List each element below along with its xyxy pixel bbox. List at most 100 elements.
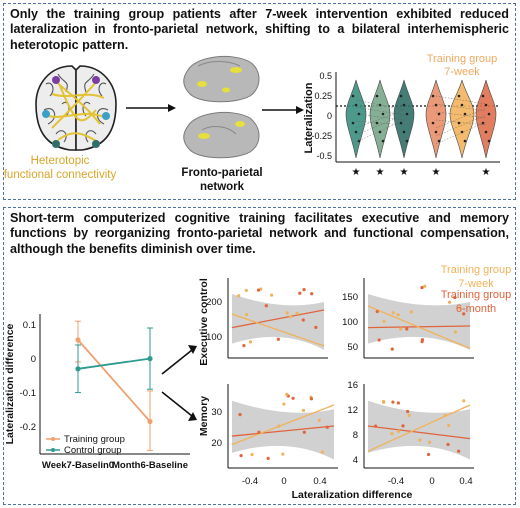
violin-point: [351, 94, 355, 98]
line-chart: 0.1 0 -0.1 -0.2 Lateralization differenc…: [4, 314, 190, 471]
scatter-ytick: 100: [206, 332, 222, 343]
fit-line-6month: [231, 425, 335, 437]
violin-point: [354, 103, 358, 107]
line-ytick: -0.1: [20, 388, 36, 399]
scatter-point: [298, 291, 302, 295]
top-heading: Only the training group patients after 7…: [10, 7, 509, 52]
violin-point: [484, 103, 488, 107]
violin-point: [405, 139, 409, 143]
scatter-point: [250, 453, 254, 457]
scatter-point: [391, 311, 395, 315]
scatter-point: [302, 430, 306, 434]
violin-point: [463, 112, 467, 116]
legend-right-line3: Training group: [441, 289, 512, 301]
scatter-point: [281, 452, 285, 456]
violin-point: [431, 121, 435, 125]
arrow-down-right-icon: [161, 391, 197, 421]
scatter-point: [390, 432, 394, 436]
scatter-point: [244, 288, 248, 293]
violin-shape: [449, 79, 475, 159]
scatter-ytick: 100: [342, 317, 358, 328]
scatter-point: [418, 438, 422, 442]
legend-training: Training group: [64, 434, 125, 445]
violin-point: [487, 112, 491, 116]
scatter-point: [266, 456, 270, 460]
violin-shape: [475, 79, 497, 159]
network-caption-line2: network: [200, 181, 245, 193]
fit-line-7week: [231, 404, 335, 446]
scatter-point: [420, 340, 424, 344]
legend-right-line2: 7-week: [458, 278, 494, 290]
scatter-ytick: 12: [347, 405, 358, 416]
line-ylabel: Lateralization difference: [4, 323, 16, 444]
fit-line-7week: [367, 404, 471, 452]
brain-caption-line2: functional connectivity: [4, 169, 117, 181]
violin-point: [460, 103, 464, 107]
scatter-point: [377, 338, 381, 342]
fit-line-6month: [231, 309, 325, 329]
violin-shape: [425, 79, 447, 159]
fit-line-7week: [231, 313, 325, 347]
scatter-point: [396, 401, 400, 405]
star-icon: ★: [482, 167, 491, 178]
confidence-band: [368, 400, 470, 460]
scatter-point: [427, 440, 432, 444]
violin-point: [402, 103, 406, 107]
scatter-ytick: 150: [342, 292, 358, 303]
legend-right-line4: 6-month: [456, 303, 496, 315]
scatter-xtick: 0: [281, 476, 286, 487]
scatter-xtick: 0.4: [459, 476, 472, 487]
scatter-point: [242, 344, 246, 348]
scatter-point: [248, 340, 253, 344]
violin-shape: [393, 79, 415, 159]
violin-point: [457, 94, 461, 98]
scatter-point: [458, 306, 462, 310]
scatter-xtick: -0.4: [388, 476, 404, 487]
scatter-ytick: 4: [353, 455, 358, 466]
scatter-point: [282, 402, 286, 406]
scatter-point: [443, 413, 447, 417]
violin-connector: [355, 106, 405, 116]
scatter-point: [277, 424, 281, 428]
data-point: [147, 356, 153, 362]
legend-control: Control group: [64, 445, 122, 456]
arrow-right-icon: [262, 106, 304, 114]
scatter-point: [373, 424, 378, 428]
fit-line-6month: [367, 425, 471, 440]
scatter-point: [407, 413, 411, 417]
star-icon: ★: [432, 167, 441, 178]
scatter-point: [457, 449, 461, 453]
scatter-point: [453, 295, 457, 300]
scatter-panels: 200 100 150 100 50 30 20 16 12 8 4 -0.4 …: [198, 278, 474, 501]
violin-ytick: 0.25: [314, 91, 332, 101]
brain-top-view-illustration: [35, 65, 117, 151]
violin-connector: [435, 103, 487, 112]
arrow-right-icon: [126, 104, 176, 112]
violin-connector: [355, 120, 405, 126]
violin-connector: [435, 111, 487, 119]
line-ytick: -0.2: [20, 422, 36, 433]
violin-connector: [435, 95, 487, 105]
scatter-point: [301, 408, 306, 412]
scatter-ylabel-memory: Memory: [198, 396, 210, 436]
violin-point: [402, 130, 406, 134]
violin-connector: [435, 121, 487, 145]
top-panel: Only the training group patients after 7…: [3, 3, 516, 200]
scatter-point: [301, 318, 305, 322]
scatter-point: [309, 397, 314, 401]
scatter-point: [396, 313, 400, 317]
violin-point: [351, 121, 355, 125]
violin-ytick: 0.5: [319, 71, 332, 81]
scatter-point: [396, 429, 401, 433]
scatter-point: [462, 399, 466, 403]
violin-point: [381, 112, 385, 116]
bottom-heading: Short-term computerized cognitive traini…: [10, 211, 509, 256]
violin-point: [378, 130, 382, 134]
scatter-ytick: 8: [353, 430, 358, 441]
violin-point: [434, 130, 438, 134]
scatter-point: [405, 327, 409, 331]
network-caption-line1: Fronto-parietal: [181, 167, 262, 179]
violin-shape: [345, 79, 367, 159]
scatter-point: [406, 409, 410, 414]
